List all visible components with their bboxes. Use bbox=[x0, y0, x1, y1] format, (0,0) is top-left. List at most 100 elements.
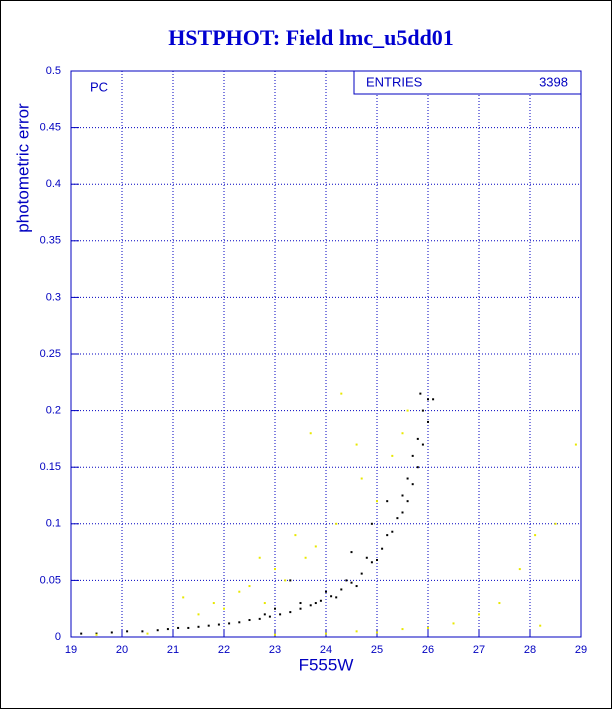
point bbox=[518, 568, 521, 571]
point bbox=[416, 437, 419, 440]
point bbox=[376, 500, 378, 503]
point bbox=[166, 628, 169, 631]
point bbox=[421, 409, 424, 412]
point bbox=[401, 511, 404, 514]
x-tick-label: 21 bbox=[167, 644, 179, 656]
point bbox=[197, 625, 200, 628]
point bbox=[432, 398, 435, 401]
point bbox=[391, 530, 394, 533]
point bbox=[263, 602, 266, 605]
point bbox=[80, 632, 83, 635]
y-tick-label: 0.1 bbox=[46, 518, 61, 530]
y-tick-label: 0.15 bbox=[40, 461, 61, 473]
point bbox=[534, 534, 537, 537]
point bbox=[360, 477, 363, 480]
annotation: PC bbox=[90, 79, 108, 94]
point bbox=[110, 631, 113, 634]
point bbox=[238, 621, 241, 624]
point bbox=[248, 619, 251, 622]
x-tick-label: 26 bbox=[422, 644, 434, 656]
point bbox=[95, 632, 98, 635]
point bbox=[289, 579, 292, 582]
point bbox=[279, 613, 282, 616]
point bbox=[427, 420, 429, 423]
point bbox=[498, 602, 501, 605]
x-tick-label: 23 bbox=[269, 644, 281, 656]
point bbox=[182, 596, 185, 599]
point bbox=[406, 500, 409, 503]
point bbox=[228, 622, 231, 625]
point bbox=[274, 607, 276, 610]
point bbox=[345, 579, 348, 582]
point bbox=[274, 633, 276, 636]
x-tick-label: 19 bbox=[65, 644, 77, 656]
x-tick-label: 27 bbox=[473, 644, 485, 656]
x-tick-label: 20 bbox=[116, 644, 128, 656]
stats-label: ENTRIES bbox=[366, 74, 423, 89]
point bbox=[360, 572, 363, 575]
point bbox=[258, 556, 261, 559]
point bbox=[427, 398, 429, 401]
point bbox=[370, 522, 373, 525]
y-tick-label: 0 bbox=[55, 631, 61, 643]
y-tick-label: 0.2 bbox=[46, 405, 61, 417]
point bbox=[401, 432, 404, 435]
stats-value: 3398 bbox=[539, 74, 568, 89]
point bbox=[304, 556, 307, 559]
point bbox=[355, 585, 358, 588]
y-tick-label: 0.25 bbox=[40, 348, 61, 360]
point bbox=[238, 590, 241, 593]
point bbox=[376, 631, 378, 634]
y-axis-label: photometric error bbox=[13, 103, 32, 233]
point bbox=[411, 483, 414, 486]
point bbox=[299, 602, 302, 605]
point bbox=[355, 443, 358, 446]
chart-title: HSTPHOT: Field lmc_u5dd01 bbox=[168, 25, 454, 50]
y-tick-label: 0.4 bbox=[46, 178, 61, 190]
point bbox=[452, 622, 455, 625]
point bbox=[207, 624, 210, 627]
x-tick-label: 24 bbox=[320, 644, 332, 656]
point bbox=[386, 534, 389, 537]
point bbox=[406, 477, 409, 480]
point bbox=[319, 599, 322, 602]
point bbox=[197, 613, 200, 616]
point bbox=[386, 500, 389, 503]
point bbox=[268, 615, 271, 618]
point bbox=[335, 596, 338, 599]
point bbox=[187, 626, 190, 629]
x-axis-label: F555W bbox=[299, 655, 354, 674]
point bbox=[325, 632, 327, 635]
point bbox=[330, 595, 333, 598]
point bbox=[350, 551, 353, 554]
point bbox=[350, 581, 353, 584]
x-tick-label: 22 bbox=[218, 644, 230, 656]
point bbox=[299, 607, 302, 610]
point bbox=[370, 561, 373, 564]
point bbox=[396, 517, 399, 520]
x-tick-label: 28 bbox=[524, 644, 536, 656]
point bbox=[421, 443, 424, 446]
point bbox=[309, 604, 312, 607]
point bbox=[95, 633, 98, 636]
y-tick-label: 0.5 bbox=[46, 65, 61, 77]
point bbox=[212, 602, 215, 605]
point bbox=[355, 630, 358, 633]
point bbox=[294, 534, 297, 537]
point bbox=[365, 556, 368, 559]
point bbox=[419, 392, 422, 395]
x-tick-label: 29 bbox=[575, 644, 587, 656]
point bbox=[381, 547, 384, 550]
y-tick-label: 0.35 bbox=[40, 235, 61, 247]
point bbox=[156, 629, 159, 632]
point bbox=[146, 632, 149, 635]
point bbox=[141, 630, 144, 633]
point bbox=[554, 522, 557, 525]
point bbox=[325, 590, 327, 593]
point bbox=[284, 579, 287, 582]
point bbox=[217, 623, 220, 626]
point bbox=[478, 613, 480, 616]
point bbox=[177, 626, 180, 629]
